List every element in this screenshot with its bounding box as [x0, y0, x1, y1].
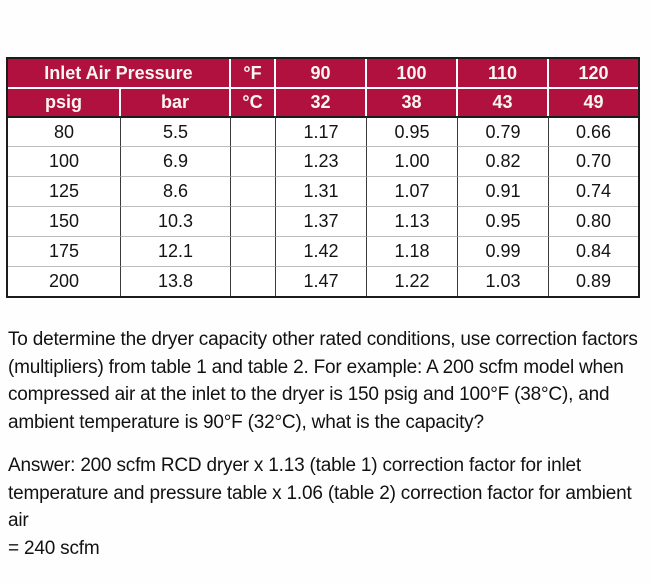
- header-temp-c-43: 43: [458, 89, 549, 116]
- cell-bar: 5.5: [121, 116, 231, 146]
- cell-factor: 1.37: [276, 206, 367, 236]
- cell-factor: 1.18: [367, 236, 458, 266]
- cell-psig: 100: [8, 146, 121, 176]
- cell-psig: 125: [8, 176, 121, 206]
- cell-psig: 175: [8, 236, 121, 266]
- cell-celsius-empty: [231, 176, 276, 206]
- header-fahrenheit-label: °F: [231, 59, 276, 89]
- table-header: Inlet Air Pressure °F 90 100 110 120 psi…: [8, 59, 638, 116]
- table-row: 80 5.5 1.17 0.95 0.79 0.66: [8, 116, 638, 146]
- cell-factor: 1.13: [367, 206, 458, 236]
- cell-factor: 1.31: [276, 176, 367, 206]
- header-psig-label: psig: [8, 89, 121, 116]
- cell-factor: 0.84: [549, 236, 638, 266]
- cell-factor: 0.95: [458, 206, 549, 236]
- cell-factor: 0.79: [458, 116, 549, 146]
- cell-bar: 12.1: [121, 236, 231, 266]
- header-temp-f-120: 120: [549, 59, 638, 89]
- header-temp-f-110: 110: [458, 59, 549, 89]
- cell-factor: 1.42: [276, 236, 367, 266]
- cell-celsius-empty: [231, 206, 276, 236]
- cell-bar: 13.8: [121, 266, 231, 296]
- cell-factor: 1.07: [367, 176, 458, 206]
- cell-psig: 150: [8, 206, 121, 236]
- cell-factor: 0.82: [458, 146, 549, 176]
- cell-celsius-empty: [231, 266, 276, 296]
- cell-psig: 200: [8, 266, 121, 296]
- correction-factor-table-wrapper: Inlet Air Pressure °F 90 100 110 120 psi…: [6, 57, 640, 298]
- cell-factor: 0.99: [458, 236, 549, 266]
- table-row: 150 10.3 1.37 1.13 0.95 0.80: [8, 206, 638, 236]
- cell-bar: 6.9: [121, 146, 231, 176]
- correction-factor-table: Inlet Air Pressure °F 90 100 110 120 psi…: [8, 59, 638, 296]
- table-row: 100 6.9 1.23 1.00 0.82 0.70: [8, 146, 638, 176]
- header-inlet-air-pressure: Inlet Air Pressure: [8, 59, 231, 89]
- header-temp-f-90: 90: [276, 59, 367, 89]
- cell-psig: 80: [8, 116, 121, 146]
- table-body: 80 5.5 1.17 0.95 0.79 0.66 100 6.9 1.23 …: [8, 116, 638, 296]
- cell-factor: 0.70: [549, 146, 638, 176]
- header-temp-c-38: 38: [367, 89, 458, 116]
- cell-factor: 0.80: [549, 206, 638, 236]
- cell-factor: 1.23: [276, 146, 367, 176]
- cell-celsius-empty: [231, 116, 276, 146]
- cell-bar: 10.3: [121, 206, 231, 236]
- header-temp-c-49: 49: [549, 89, 638, 116]
- explanation-paragraph: To determine the dryer capacity other ra…: [8, 329, 638, 433]
- cell-bar: 8.6: [121, 176, 231, 206]
- cell-celsius-empty: [231, 236, 276, 266]
- header-temp-f-100: 100: [367, 59, 458, 89]
- cell-factor: 0.91: [458, 176, 549, 206]
- answer-paragraph: Answer: 200 scfm RCD dryer x 1.13 (table…: [8, 455, 632, 559]
- header-celsius-label: °C: [231, 89, 276, 116]
- header-row-1: Inlet Air Pressure °F 90 100 110 120: [8, 59, 638, 89]
- table-row: 200 13.8 1.47 1.22 1.03 0.89: [8, 266, 638, 296]
- cell-factor: 1.00: [367, 146, 458, 176]
- header-row-2: psig bar °C 32 38 43 49: [8, 89, 638, 116]
- cell-factor: 1.17: [276, 116, 367, 146]
- table-row: 175 12.1 1.42 1.18 0.99 0.84: [8, 236, 638, 266]
- cell-factor: 1.03: [458, 266, 549, 296]
- cell-factor: 1.47: [276, 266, 367, 296]
- header-temp-c-32: 32: [276, 89, 367, 116]
- header-bar-label: bar: [121, 89, 231, 116]
- table-row: 125 8.6 1.31 1.07 0.91 0.74: [8, 176, 638, 206]
- cell-factor: 1.22: [367, 266, 458, 296]
- cell-factor: 0.95: [367, 116, 458, 146]
- cell-factor: 0.74: [549, 176, 638, 206]
- cell-celsius-empty: [231, 146, 276, 176]
- cell-factor: 0.89: [549, 266, 638, 296]
- cell-factor: 0.66: [549, 116, 638, 146]
